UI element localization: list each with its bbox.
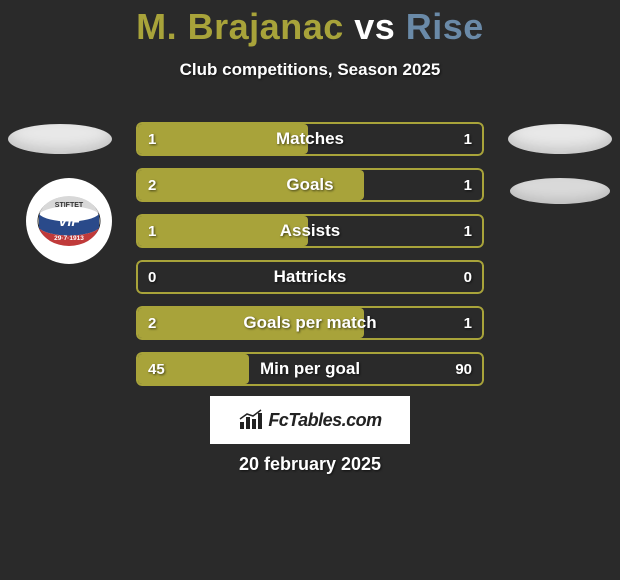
- comparison-title: M. Brajanac vs Rise: [0, 6, 620, 48]
- comparison-bars: 11Matches 21Goals 11Assists 00Hattricks 21Go…: [136, 122, 484, 398]
- badge-top-text: STIFTET: [55, 202, 84, 209]
- stat-row: 21Goals: [136, 168, 484, 202]
- stat-row: 21Goals per match: [136, 306, 484, 340]
- brand-box: FcTables.com: [210, 396, 410, 444]
- stat-row: 11Assists: [136, 214, 484, 248]
- badge-mid-text: VIF: [58, 213, 80, 229]
- stat-row: 4590Min per goal: [136, 352, 484, 386]
- stat-label: Goals: [136, 168, 484, 202]
- brand-chart-icon: [238, 409, 264, 431]
- title-player2: Rise: [406, 6, 484, 47]
- badge-bottom-text: 29·7·1913: [54, 235, 84, 242]
- stat-label: Matches: [136, 122, 484, 156]
- club-badge-svg: STIFTET VIF 29·7·1913: [37, 196, 101, 246]
- comparison-date: 20 february 2025: [0, 454, 620, 475]
- stat-row: 11Matches: [136, 122, 484, 156]
- stat-label: Goals per match: [136, 306, 484, 340]
- brand-text: FcTables.com: [268, 410, 381, 431]
- comparison-subtitle: Club competitions, Season 2025: [0, 60, 620, 80]
- title-player1: M. Brajanac: [136, 6, 344, 47]
- stat-label: Hattricks: [136, 260, 484, 294]
- title-vs: vs: [344, 6, 406, 47]
- stat-row: 00Hattricks: [136, 260, 484, 294]
- player1-logo-placeholder: [8, 124, 112, 154]
- club-badge: STIFTET VIF 29·7·1913: [26, 178, 112, 264]
- stat-label: Min per goal: [136, 352, 484, 386]
- player2-logo-placeholder: [508, 124, 612, 154]
- player2-logo-placeholder-2: [510, 178, 610, 204]
- stat-label: Assists: [136, 214, 484, 248]
